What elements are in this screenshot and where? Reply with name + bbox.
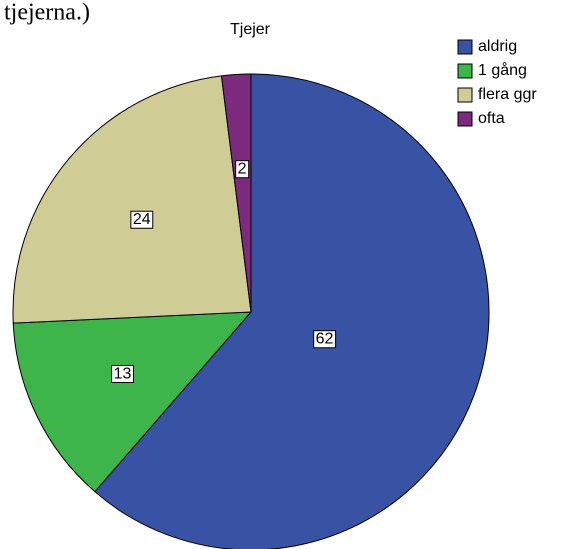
data-label-box — [130, 210, 154, 229]
legend-label: ofta — [478, 110, 505, 127]
legend-swatch — [457, 63, 473, 79]
legend-label: flera ggr — [478, 86, 537, 103]
data-label: 24 — [133, 211, 151, 228]
pie-slice — [94, 73, 490, 549]
data-label-box — [111, 364, 134, 383]
data-label: 62 — [316, 331, 334, 348]
annotation: tjejerna.) — [4, 0, 90, 26]
legend-swatch — [457, 87, 473, 103]
data-label: 13 — [114, 365, 132, 382]
legend-swatch — [457, 111, 473, 127]
data-label-box — [235, 160, 250, 179]
legend-swatch — [457, 39, 473, 55]
pie-slice — [12, 75, 252, 324]
pie-slice — [12, 311, 253, 493]
legend-label: aldrig — [478, 38, 517, 55]
pie-slice — [220, 73, 252, 313]
data-label-box — [313, 330, 337, 349]
legend-label: 1 gång — [478, 61, 527, 79]
data-label: 2 — [238, 161, 247, 178]
chart-title: Tjejer — [230, 21, 271, 38]
